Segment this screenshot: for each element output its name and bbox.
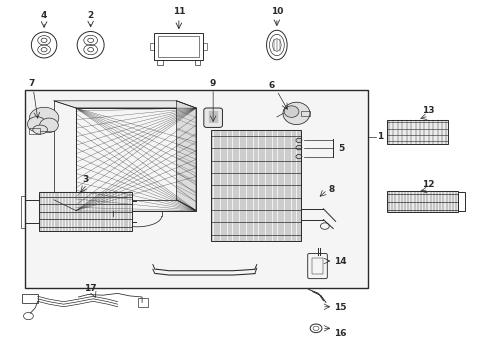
Bar (387, 120, 448, 144)
Text: 16: 16 (334, 328, 347, 338)
FancyBboxPatch shape (204, 108, 222, 127)
Bar (158, 36, 199, 57)
Text: 4: 4 (41, 11, 48, 20)
Text: 17: 17 (84, 284, 97, 293)
Bar (22, 294, 38, 303)
Text: 11: 11 (172, 7, 185, 16)
Text: 14: 14 (334, 256, 347, 265)
Text: 10: 10 (270, 7, 283, 16)
Text: 3: 3 (83, 175, 89, 184)
Text: 5: 5 (338, 144, 344, 153)
Text: 8: 8 (328, 184, 335, 194)
Bar (150, 43, 154, 50)
Bar (39, 192, 132, 231)
Polygon shape (176, 101, 196, 211)
Polygon shape (54, 101, 196, 108)
Ellipse shape (284, 106, 299, 117)
Text: 13: 13 (422, 106, 435, 115)
Bar (312, 258, 323, 274)
Bar (54, 101, 176, 200)
Text: 2: 2 (88, 11, 94, 20)
Text: 7: 7 (28, 79, 35, 88)
Ellipse shape (40, 118, 58, 132)
Ellipse shape (33, 125, 48, 134)
Bar (458, 192, 465, 211)
Text: 6: 6 (269, 81, 275, 90)
Bar (29, 128, 40, 134)
Bar (76, 108, 196, 211)
Bar (21, 196, 25, 228)
Ellipse shape (283, 102, 310, 125)
Text: 9: 9 (210, 79, 217, 88)
Bar (24, 90, 368, 288)
Text: 12: 12 (422, 180, 435, 189)
Bar (157, 60, 163, 65)
Ellipse shape (29, 107, 59, 129)
Bar (195, 60, 200, 65)
Bar (301, 111, 310, 116)
Text: 15: 15 (334, 303, 347, 312)
Bar (387, 191, 458, 212)
Bar (203, 43, 207, 50)
Ellipse shape (27, 117, 46, 132)
Text: 1: 1 (377, 132, 384, 141)
Bar (138, 298, 148, 307)
Bar (154, 33, 203, 60)
Bar (211, 130, 301, 241)
